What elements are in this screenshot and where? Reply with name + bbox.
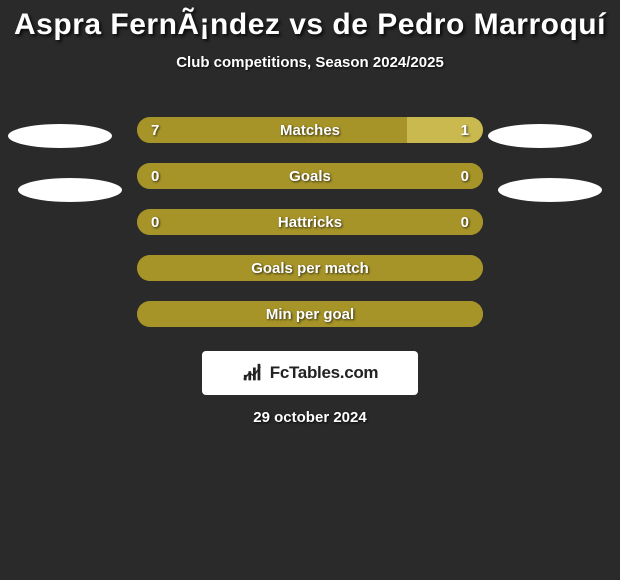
stat-bar: Matches71	[137, 117, 483, 143]
stat-bar: Min per goal	[137, 301, 483, 327]
page-title: Aspra FernÃ¡ndez vs de Pedro Marroquí	[0, 0, 620, 42]
stat-bar: Goals00	[137, 163, 483, 189]
stat-row: Goals per match	[0, 245, 620, 291]
bar-left-fill	[137, 301, 483, 327]
date-label: 29 october 2024	[0, 409, 620, 426]
bar-right-fill	[407, 117, 483, 143]
brand-badge: FcTables.com	[202, 351, 418, 395]
brand-text: FcTables.com	[270, 363, 379, 383]
stat-bar: Hattricks00	[137, 209, 483, 235]
chart-icon	[242, 362, 264, 384]
decorative-ellipse	[8, 124, 112, 148]
bar-left-fill	[137, 117, 407, 143]
stat-row: Min per goal	[0, 291, 620, 337]
stat-bar: Goals per match	[137, 255, 483, 281]
stat-row: Hattricks00	[0, 199, 620, 245]
bar-left-fill	[137, 209, 483, 235]
decorative-ellipse	[498, 178, 602, 202]
subtitle: Club competitions, Season 2024/2025	[0, 54, 620, 71]
bar-left-fill	[137, 255, 483, 281]
bar-left-fill	[137, 163, 483, 189]
comparison-card: Aspra FernÃ¡ndez vs de Pedro Marroquí Cl…	[0, 0, 620, 580]
decorative-ellipse	[18, 178, 122, 202]
decorative-ellipse	[488, 124, 592, 148]
